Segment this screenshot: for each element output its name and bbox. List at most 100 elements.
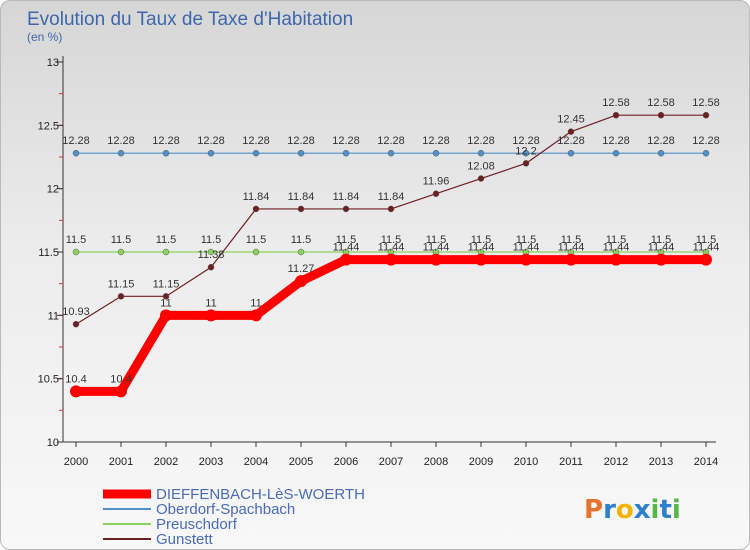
data-label: 11.5 xyxy=(381,234,402,246)
data-point xyxy=(387,205,395,213)
data-label: 11.5 xyxy=(246,234,267,246)
data-label: 12.28 xyxy=(557,135,585,147)
data-label: 11.84 xyxy=(378,191,405,203)
data-label: 12.08 xyxy=(467,161,495,173)
data-point xyxy=(117,248,125,256)
data-label: 10.4 xyxy=(65,373,86,385)
x-tick-label: 2003 xyxy=(199,456,223,468)
data-point xyxy=(252,149,260,157)
data-point xyxy=(297,205,305,213)
data-label: 12.28 xyxy=(602,135,630,147)
data-label: 12.28 xyxy=(467,135,495,147)
data-label: 11 xyxy=(160,297,171,309)
data-label: 11.15 xyxy=(153,278,180,290)
data-point xyxy=(207,263,215,271)
x-tick-label: 2002 xyxy=(154,456,178,468)
data-point xyxy=(610,253,622,266)
data-label: 11.5 xyxy=(651,234,672,246)
data-label: 11 xyxy=(205,297,216,309)
data-point xyxy=(72,149,80,157)
logo-letter: i xyxy=(651,495,660,525)
data-point xyxy=(612,149,620,157)
data-point xyxy=(297,149,305,157)
proxiti-logo: Proxiti xyxy=(584,495,681,525)
data-point xyxy=(700,253,712,266)
data-point xyxy=(70,385,82,398)
data-point xyxy=(162,293,170,300)
x-tick-label: 2009 xyxy=(469,456,493,468)
y-tick-label: 11.5 xyxy=(38,247,59,259)
data-label: 12.58 xyxy=(602,97,630,109)
data-label: 12.2 xyxy=(515,145,536,157)
data-label: 12.28 xyxy=(152,135,180,147)
legend-label-2: Preuschdorf xyxy=(156,516,238,533)
y-tick-label: 10.5 xyxy=(38,374,59,386)
y-tick-label: 12.5 xyxy=(38,120,59,132)
x-tick-label: 2006 xyxy=(334,456,358,468)
data-point xyxy=(612,111,620,119)
series-3 xyxy=(72,111,710,328)
data-point xyxy=(567,128,575,135)
data-label: 11.44 xyxy=(558,242,585,254)
legend-label-0: DIEFFENBACH-LèS-WOERTH xyxy=(156,486,365,503)
data-label: 11.84 xyxy=(288,191,315,203)
data-label: 12.28 xyxy=(62,135,90,147)
data-label: 12.28 xyxy=(377,135,405,147)
data-point xyxy=(385,253,397,266)
data-point xyxy=(297,248,305,256)
data-label: 11.44 xyxy=(693,242,720,254)
data-point xyxy=(162,248,170,256)
x-tick-label: 2012 xyxy=(604,456,628,468)
data-label: 11.27 xyxy=(288,263,315,275)
data-point xyxy=(655,253,667,266)
logo-letter: o xyxy=(616,495,634,525)
data-label: 11.5 xyxy=(111,234,132,246)
data-label: 11.5 xyxy=(66,234,87,246)
data-label: 12.28 xyxy=(692,135,720,147)
data-point xyxy=(252,248,260,256)
data-point xyxy=(160,309,172,322)
logo-letter: t xyxy=(659,495,671,525)
data-point xyxy=(657,149,665,157)
x-tick-label: 2010 xyxy=(514,456,538,468)
data-label: 11.44 xyxy=(513,242,540,254)
x-tick-label: 2001 xyxy=(109,456,133,468)
data-label: 12.28 xyxy=(647,135,675,147)
data-label: 11.84 xyxy=(333,191,360,203)
logo-text: Proxiti xyxy=(584,495,681,525)
data-label: 11.5 xyxy=(336,234,357,246)
x-tick-label: 2000 xyxy=(64,456,88,468)
logo-letter: P xyxy=(584,495,603,525)
data-label: 12.28 xyxy=(332,135,360,147)
data-label: 11.84 xyxy=(243,191,270,203)
data-label: 11.5 xyxy=(291,234,312,246)
data-label: 11.44 xyxy=(603,242,630,254)
data-label: 11 xyxy=(250,297,261,309)
data-point xyxy=(117,149,125,157)
data-label: 12.28 xyxy=(512,135,540,147)
data-point xyxy=(702,149,710,157)
axes-group: 10 10.5 11 11.5 12 12.5 13 2000 2001 2002 2003 2004… xyxy=(38,56,718,468)
data-label: 12.58 xyxy=(692,97,720,109)
data-label: 11.5 xyxy=(696,234,717,246)
data-label: 11.5 xyxy=(561,234,582,246)
data-label: 11.44 xyxy=(468,242,495,254)
series-1 xyxy=(72,149,710,157)
data-point xyxy=(522,160,530,167)
y-tick-label: 11 xyxy=(48,310,59,322)
data-label: 12.45 xyxy=(557,114,585,126)
data-label: 11.44 xyxy=(423,242,450,254)
data-point xyxy=(295,275,307,288)
data-point xyxy=(252,205,260,213)
x-tick-label: 2014 xyxy=(694,456,718,468)
data-point xyxy=(432,190,440,197)
y-tick-label: 12 xyxy=(47,184,59,196)
data-labels: 12.28 12.28 12.28 12.28 12.28 12.28 12.28 12.28… xyxy=(62,97,720,385)
legend: DIEFFENBACH-LèS-WOERTHOberdorf-Spachbach… xyxy=(103,486,365,548)
data-label: 11.5 xyxy=(156,234,177,246)
data-label: 12.28 xyxy=(242,135,270,147)
data-label: 11.44 xyxy=(378,242,405,254)
data-label: 12.58 xyxy=(647,97,675,109)
data-point xyxy=(250,309,262,322)
